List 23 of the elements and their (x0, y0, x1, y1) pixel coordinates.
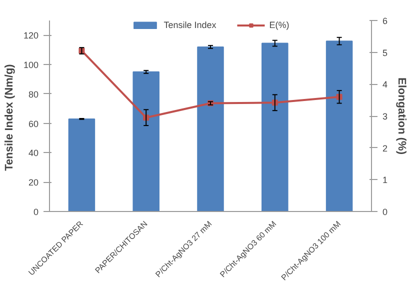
y2-tick-label: 3 (382, 112, 388, 122)
bar (68, 118, 96, 212)
y-tick-label: 40 (28, 148, 39, 158)
y-tick-label: 100 (23, 60, 39, 70)
y-tick-label: 120 (23, 30, 39, 41)
y-axis-title: Tensile Index (Nm/g) (3, 64, 16, 171)
bar (197, 46, 224, 212)
y-tick-label: 60 (28, 118, 39, 129)
bar (262, 42, 288, 212)
y2-tick-label: 1 (382, 175, 388, 186)
legend-label: Tensile Index (164, 20, 216, 30)
y-tick-label: 0 (33, 207, 39, 217)
y2-tick-label: 0 (382, 207, 388, 217)
bar (326, 40, 353, 212)
y2-tick-label: 2 (382, 143, 388, 154)
y2-tick-label: 4 (382, 80, 388, 90)
legend-label: E(%) (269, 20, 290, 30)
y2-tick-label: 6 (382, 16, 388, 26)
y2-tick-label: 5 (382, 48, 388, 58)
bar (132, 71, 160, 212)
y2-axis-title: Elongation (%) (396, 78, 408, 155)
y-tick-label: 20 (28, 178, 39, 188)
y-tick-label: 80 (28, 89, 39, 100)
